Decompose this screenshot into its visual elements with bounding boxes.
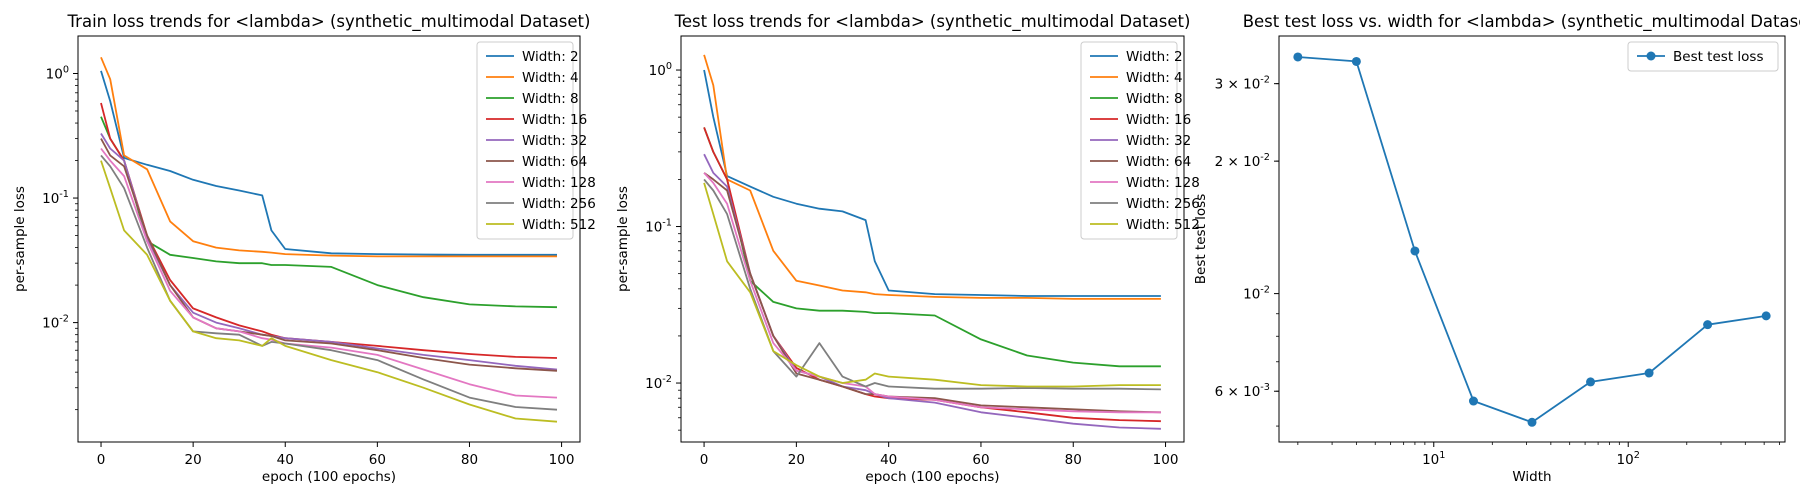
series-line-2 [703,54,1161,300]
y-tick-label: 3 × 10-2 [1215,75,1270,93]
legend-label: Width: 256 [522,196,596,212]
chart-panel-3: Best test loss vs. width for <lambda> (s… [1193,12,1800,485]
x-tick-label: 80 [461,452,478,468]
legend-label: Width: 16 [1126,112,1191,128]
plot-frame [77,35,581,443]
legend-label: Best test loss [1673,49,1763,65]
legend-label: Width: 128 [522,175,596,191]
legend-box [1627,41,1779,72]
y-tick-label: 10-2 [42,314,69,332]
legend: Best test loss [1627,41,1779,72]
series-line-1 [100,70,557,256]
series-line-9 [100,160,558,423]
chart-title: Best test loss vs. width for <lambda> (s… [1243,12,1800,32]
legend-label: Width: 4 [522,70,579,86]
data-point [1293,52,1303,62]
legend-box [1080,41,1178,240]
x-tick-label: 102 [1617,450,1640,468]
y-tick-label: 10-1 [645,218,672,236]
data-point [1410,246,1420,256]
series-line-1 [703,69,1161,297]
legend-label: Width: 64 [522,154,587,170]
chart-title: Test loss trends for <lambda> (synthetic… [674,12,1191,32]
legend-label: Width: 8 [1126,91,1183,107]
series-line-9 [703,182,1161,388]
legend-label: Width: 8 [522,91,579,107]
plot-area [100,56,558,423]
data-point [1586,377,1596,387]
y-tick-label: 10-2 [1243,285,1270,303]
x-axis-label: Width [1512,469,1551,485]
y-tick-label: 10-1 [42,189,69,207]
chart-panel-1: Train loss trends for <lambda> (syntheti… [12,12,596,485]
y-tick-label: 100 [649,61,672,79]
data-point [1644,368,1654,378]
data-point [1761,311,1771,321]
legend-label: Width: 512 [522,217,596,233]
legend-label: Width: 64 [1126,154,1191,170]
x-tick-label: 20 [185,452,202,468]
y-axis-label: per-sample loss [615,186,631,292]
legend-box [476,41,574,240]
plot-area [703,54,1161,430]
chart-panel-2: Test loss trends for <lambda> (synthetic… [615,12,1200,485]
x-tick-label: 20 [788,452,805,468]
y-tick-label: 6 × 10-3 [1215,382,1270,400]
y-axis-label: Best test loss [1193,194,1209,284]
x-tick-label: 60 [972,452,989,468]
x-axis-label: epoch (100 epochs) [865,469,999,485]
legend-label: Width: 16 [522,112,587,128]
x-tick-label: 40 [277,452,294,468]
plot-area [1293,52,1771,427]
data-point [1527,417,1537,427]
x-tick-label: 40 [880,452,897,468]
x-tick-label: 0 [700,452,709,468]
x-tick-label: 101 [1422,450,1445,468]
x-tick-label: 60 [369,452,386,468]
data-point [1703,320,1713,330]
series-line-7 [100,147,558,399]
x-tick-label: 0 [97,452,106,468]
data-point [1468,396,1478,406]
series-line-8 [703,178,1161,391]
legend-label: Width: 32 [522,133,587,149]
y-tick-label: 2 × 10-2 [1215,152,1270,170]
legend-label: Width: 2 [522,49,579,65]
legend-label: Width: 2 [1126,49,1183,65]
y-axis-label: per-sample loss [12,186,28,292]
plot-frame [1278,35,1786,443]
legend: Width: 2 Width: 4 Width: 8 Width: 16 Width: … [1080,41,1200,240]
legend: Width: 2 Width: 4 Width: 8 Width: 16 Width: … [476,41,596,240]
series-line-6 [100,138,558,372]
y-tick-label: 10-2 [645,374,672,392]
series-line-2 [100,56,557,258]
x-axis-label: epoch (100 epochs) [262,469,396,485]
legend-label: Width: 128 [1126,175,1200,191]
legend-label: Width: 512 [1126,217,1200,233]
plot-frame [680,35,1185,443]
chart-title: Train loss trends for <lambda> (syntheti… [67,12,591,32]
series-line-1 [1297,56,1767,424]
series-line-6 [703,172,1161,414]
legend-marker [1646,51,1656,61]
legend-label: Width: 32 [1126,133,1191,149]
x-tick-label: 100 [1153,452,1179,468]
y-tick-label: 100 [46,64,69,82]
x-tick-label: 80 [1065,452,1082,468]
x-tick-label: 100 [549,452,575,468]
legend-label: Width: 4 [1126,70,1183,86]
data-point [1351,56,1361,66]
legend-label: Width: 256 [1126,196,1200,212]
